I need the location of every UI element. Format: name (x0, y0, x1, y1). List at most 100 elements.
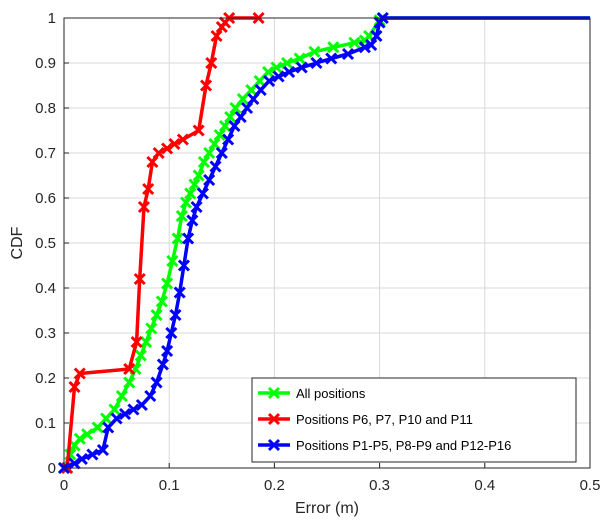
data-point (245, 83, 258, 97)
data-point (205, 56, 218, 70)
data-point (75, 452, 88, 466)
data-point (168, 137, 181, 151)
y-tick-label: 0.3 (35, 325, 56, 342)
data-point (295, 61, 308, 74)
data-point (130, 335, 143, 349)
legend-label: All positions (296, 386, 366, 401)
data-point (176, 133, 189, 146)
data-point (365, 38, 378, 52)
data-point (254, 83, 267, 97)
x-tick-label: 0.2 (264, 477, 285, 494)
data-point (96, 443, 109, 457)
data-point (102, 421, 115, 434)
legend-marker (267, 438, 281, 452)
data-point (310, 56, 323, 70)
data-point (171, 232, 184, 245)
series-2 (61, 11, 265, 475)
data-point (182, 232, 195, 245)
y-tick-label: 0.9 (35, 55, 56, 72)
series-1 (57, 11, 590, 475)
data-point (190, 200, 203, 214)
x-tick-label: 0.5 (580, 477, 601, 494)
data-point (127, 403, 140, 416)
data-point (280, 56, 294, 70)
data-point (135, 398, 148, 412)
data-point (91, 421, 104, 434)
data-point (100, 412, 113, 425)
data-point (209, 160, 222, 173)
data-point (228, 119, 241, 133)
data-point (150, 376, 163, 389)
data-point (144, 389, 157, 403)
data-point (192, 169, 205, 182)
data-point (108, 403, 121, 416)
data-point (203, 173, 216, 187)
data-point (192, 124, 205, 137)
data-point (348, 36, 361, 49)
data-point (173, 286, 186, 299)
y-tick-label: 0.1 (35, 415, 56, 432)
data-point (293, 52, 306, 65)
axis-ticks: 0 0.1 0.2 0.3 0.4 0.5 0 0.1 0.2 0.3 0.4 0.5 0.6 0.7 0.… (35, 10, 600, 494)
y-tick-label: 1 (48, 10, 56, 27)
legend: All positions Positions P6, P7, P10 and P… (251, 377, 577, 463)
x-tick-label: 0.4 (474, 477, 495, 494)
data-point (240, 101, 254, 115)
data-point (263, 74, 276, 88)
data-point (161, 344, 174, 358)
data-point (224, 110, 237, 124)
data-point (203, 146, 216, 160)
data-point (327, 41, 340, 54)
data-point (73, 367, 86, 380)
y-tick-label: 0 (48, 460, 56, 477)
data-point (115, 389, 128, 403)
data-point (161, 277, 174, 290)
data-point (68, 457, 81, 470)
data-point (272, 70, 285, 83)
data-point (152, 146, 165, 160)
data-point (155, 295, 168, 308)
data-point (184, 187, 197, 200)
series-3 (57, 11, 590, 475)
legend-entry: Positions P1-P5, P8-P9 and P12-P16 (258, 438, 511, 453)
data-point (213, 128, 226, 142)
x-tick-label: 0.3 (369, 477, 390, 494)
legend-entry: All positions (258, 386, 366, 401)
data-point (325, 52, 338, 65)
data-point (215, 146, 228, 160)
y-tick-label: 0.5 (35, 235, 56, 252)
data-point (197, 155, 210, 169)
data-point (199, 79, 213, 92)
y-tick-label: 0.2 (35, 370, 56, 387)
data-point (179, 196, 193, 209)
data-point (139, 335, 153, 349)
data-point (175, 209, 188, 223)
y-tick-label: 0.6 (35, 190, 56, 207)
data-point (262, 65, 275, 79)
data-point (142, 182, 155, 196)
data-point (133, 272, 146, 286)
data-point (218, 119, 232, 133)
series-line (62, 16, 590, 469)
data-point (123, 376, 136, 389)
data-point (156, 358, 169, 371)
data-point (308, 45, 321, 58)
legend-label: Positions P6, P7, P10 and P11 (296, 412, 473, 427)
legend-entry: Positions P6, P7, P10 and P11 (258, 412, 473, 427)
data-point (110, 412, 123, 425)
data-point (283, 65, 296, 79)
legend-marker (267, 386, 281, 400)
data-point (118, 407, 132, 421)
y-tick-label: 0.4 (35, 280, 56, 297)
data-point (166, 254, 179, 268)
data-point (86, 448, 99, 461)
series-layer (57, 11, 590, 475)
data-point (161, 142, 174, 155)
data-point (370, 29, 383, 43)
data-point (236, 92, 249, 106)
data-point (68, 380, 81, 394)
y-axis-label: CDF (9, 226, 26, 259)
data-point (222, 133, 235, 146)
data-point (177, 259, 190, 272)
